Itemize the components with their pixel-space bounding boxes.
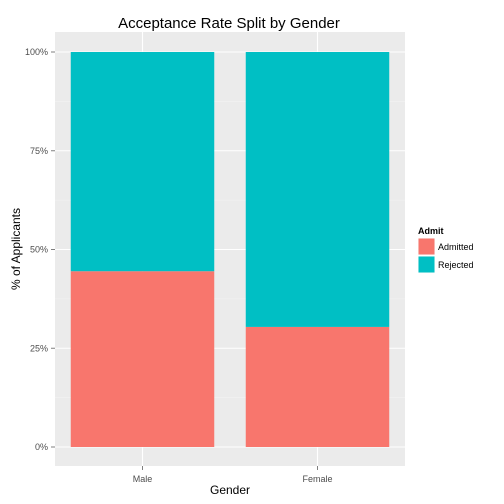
x-tick-label: Male (133, 474, 153, 484)
legend-title: Admit (418, 226, 444, 236)
chart-title: Acceptance Rate Split by Gender (118, 15, 340, 32)
bar-rejected-female (245, 52, 390, 327)
legend-swatch-admitted (418, 238, 435, 255)
y-tick-label: 75% (30, 146, 48, 156)
bar-admitted-male (70, 271, 215, 447)
x-tick-label: Female (302, 474, 332, 484)
legend: Admit Admitted Rejected (417, 226, 474, 274)
x-axis: Male Female (133, 466, 333, 484)
y-axis: 0% 25% 50% 75% 100% (25, 47, 55, 452)
y-tick-label: 100% (25, 47, 48, 57)
bars (70, 52, 390, 447)
bar-rejected-male (70, 52, 215, 272)
legend-label-admitted: Admitted (438, 242, 474, 252)
y-tick-label: 0% (35, 442, 48, 452)
legend-swatch-rejected (418, 256, 435, 273)
x-axis-title: Gender (210, 483, 250, 497)
y-tick-label: 25% (30, 343, 48, 353)
legend-label-rejected: Rejected (438, 260, 474, 270)
bar-admitted-female (245, 326, 390, 447)
y-axis-title: % of Applicants (9, 208, 23, 290)
y-tick-label: 50% (30, 245, 48, 255)
